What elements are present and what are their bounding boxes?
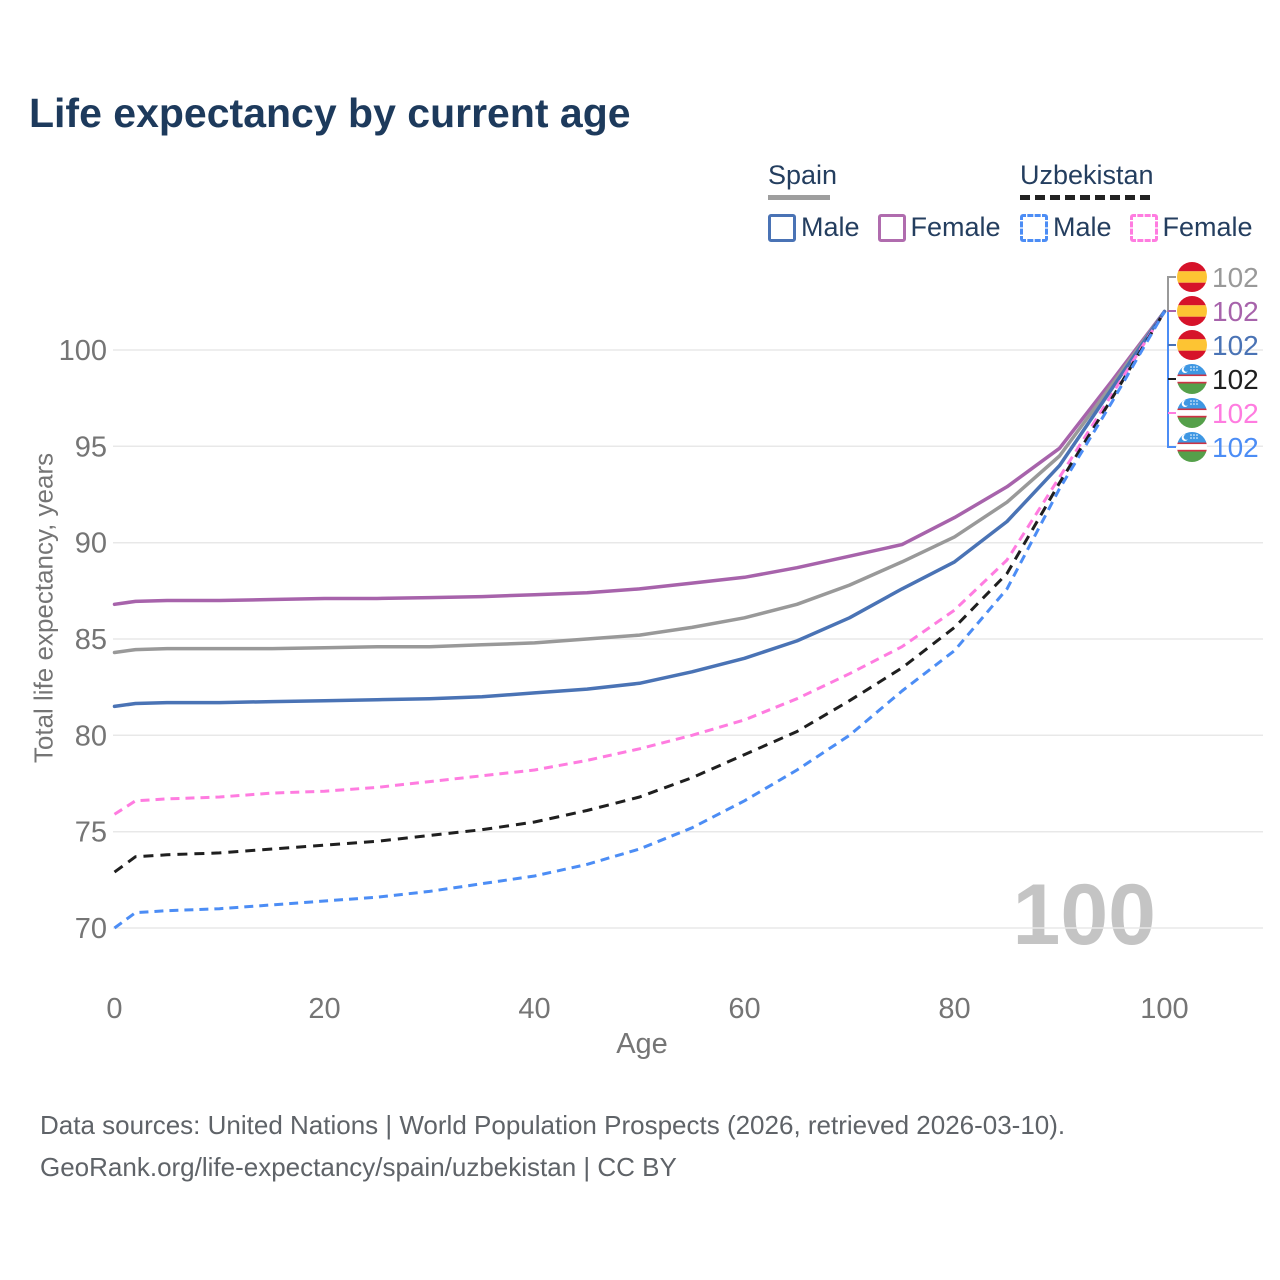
flag-icon-uzbekistan bbox=[1177, 364, 1207, 394]
y-tick-label-85: 85 bbox=[75, 624, 107, 656]
y-tick-label-75: 75 bbox=[75, 817, 107, 849]
y-tick-label-90: 90 bbox=[75, 528, 107, 560]
uzbekistan-female-swatch bbox=[1129, 213, 1158, 242]
x-tick-label-40: 40 bbox=[518, 993, 550, 1025]
series-uzbekistan-male-line[interactable] bbox=[113, 310, 1166, 930]
y-axis-title: Total life expectancy, years bbox=[28, 452, 59, 764]
flag-icon-spain bbox=[1177, 296, 1207, 326]
end-label-value: 102 bbox=[1212, 398, 1259, 429]
y-tick-label-100: 100 bbox=[59, 335, 107, 367]
uzbekistan-dashed-line-swatch bbox=[1020, 195, 1150, 200]
series-spain-total-line[interactable] bbox=[112, 309, 1167, 655]
end-label-uzbekistan-female: 102 bbox=[1168, 398, 1259, 429]
series-spain-male-line[interactable] bbox=[112, 309, 1167, 709]
legend-row-spain: Male Female bbox=[768, 212, 1001, 243]
legend-label-spain-male: Male bbox=[801, 212, 860, 242]
endpoint-bracket-bottom bbox=[1167, 312, 1176, 448]
end-label-uzbekistan-male: 102 bbox=[1177, 432, 1259, 463]
series-uzbekistan-female-line[interactable] bbox=[113, 310, 1166, 816]
series-uzbekistan-total-line[interactable] bbox=[113, 310, 1166, 874]
legend-group-uzbekistan: Uzbekistan Male Female bbox=[1020, 160, 1253, 243]
spain-solid-line-swatch bbox=[768, 195, 830, 200]
end-label-value: 102 bbox=[1212, 296, 1259, 327]
end-label-value: 102 bbox=[1212, 364, 1259, 395]
footer-data-sources: Data sources: United Nations | World Pop… bbox=[40, 1110, 1066, 1140]
y-tick-label-80: 80 bbox=[75, 720, 107, 752]
uzbekistan-male-swatch bbox=[1020, 213, 1048, 242]
flag-icon-spain bbox=[1177, 262, 1207, 292]
x-axis-title: Age bbox=[616, 1028, 668, 1060]
spain-female-swatch bbox=[877, 213, 906, 242]
legend-item-uzbekistan-male[interactable]: Male bbox=[1020, 212, 1112, 243]
x-tick-label-60: 60 bbox=[728, 993, 760, 1025]
legend-country-spain[interactable]: Spain bbox=[768, 160, 838, 190]
legend-row-uzbekistan: Male Female bbox=[1020, 212, 1253, 243]
legend-country-uzbekistan[interactable]: Uzbekistan bbox=[1020, 160, 1154, 190]
series-spain-female-line[interactable] bbox=[112, 309, 1167, 607]
x-tick-label-20: 20 bbox=[308, 993, 340, 1025]
legend-item-uzbekistan-female[interactable]: Female bbox=[1129, 212, 1253, 243]
end-label-value: 102 bbox=[1212, 330, 1259, 361]
legend-label-spain-female: Female bbox=[910, 212, 1001, 242]
end-label-uzbekistan-total: 102 bbox=[1168, 364, 1259, 395]
y-tick-label-95: 95 bbox=[75, 431, 107, 463]
flag-icon-spain bbox=[1177, 330, 1207, 360]
legend-label-uzbekistan-female: Female bbox=[1162, 212, 1253, 242]
end-label-spain-total: 102 bbox=[1177, 262, 1259, 293]
legend-group-spain: Spain Male Female bbox=[768, 160, 1001, 243]
legend-label-uzbekistan-male: Male bbox=[1053, 212, 1112, 242]
legend-item-spain-male[interactable]: Male bbox=[768, 212, 860, 243]
end-label-value: 102 bbox=[1212, 432, 1259, 463]
end-label-spain-female: 102 bbox=[1168, 296, 1259, 327]
end-label-spain-male: 102 bbox=[1168, 330, 1259, 361]
spain-male-swatch bbox=[768, 213, 796, 242]
page-title: Life expectancy by current age bbox=[29, 90, 631, 136]
endpoint-bracket-top bbox=[1167, 276, 1176, 312]
end-label-value: 102 bbox=[1212, 262, 1259, 293]
x-tick-label-80: 80 bbox=[938, 993, 970, 1025]
legend-item-spain-female[interactable]: Female bbox=[877, 212, 1001, 243]
flag-icon-uzbekistan bbox=[1177, 398, 1207, 428]
footer-attribution-link[interactable]: GeoRank.org/life-expectancy/spain/uzbeki… bbox=[40, 1152, 677, 1182]
flag-icon-uzbekistan bbox=[1177, 432, 1207, 462]
x-tick-label-100: 100 bbox=[1140, 993, 1188, 1025]
x-tick-label-0: 0 bbox=[106, 993, 122, 1025]
footer: Data sources: United Nations | World Pop… bbox=[40, 1104, 1065, 1188]
age-counter-watermark: 100 bbox=[1012, 867, 1157, 963]
y-tick-label-70: 70 bbox=[75, 913, 107, 945]
